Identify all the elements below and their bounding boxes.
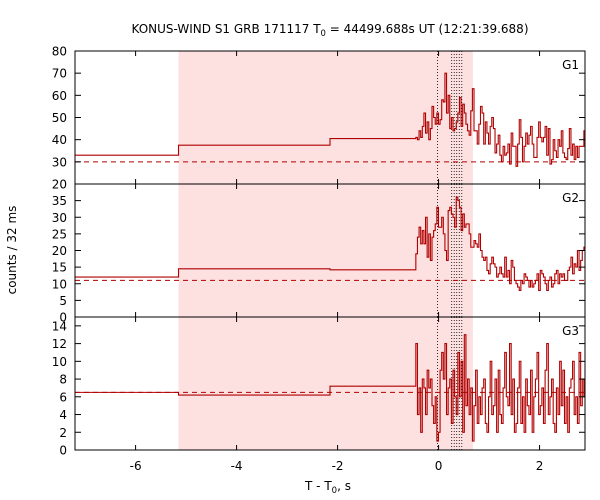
x-tick-label: 2 (536, 459, 544, 473)
y-tick-label: 14 (52, 319, 67, 333)
light-curve-g1 (75, 72, 585, 167)
panel-label: G1 (562, 58, 579, 72)
y-tick-label: 30 (52, 211, 67, 225)
y-tick-label: 80 (52, 45, 67, 59)
y-axis-label: counts / 32 ms (5, 206, 19, 295)
y-tick-label: 5 (59, 294, 67, 308)
panel-g3: 0 2 4 6 8 10 12 14 G3 (52, 316, 586, 458)
y-tick-label: 0 (59, 311, 67, 325)
y-tick-label: 25 (52, 227, 67, 241)
y-tick-label: 40 (52, 133, 67, 147)
x-tick-label: -6 (130, 459, 142, 473)
panel-label: G2 (562, 191, 579, 205)
panel-frame (74, 316, 586, 451)
y-tick-label: 70 (52, 67, 67, 81)
y-tick-label: 15 (52, 261, 67, 275)
chart-title: KONUS-WIND S1 GRB 171117 T0 = 44499.688s… (132, 22, 529, 39)
y-tick-label: 8 (59, 373, 67, 387)
x-tick-label: -2 (332, 459, 344, 473)
panel-g2: 0 5 10 15 20 25 30 35 G2 (52, 183, 586, 325)
y-tick-label: 35 (52, 194, 67, 208)
x-axis-label: T - T0, s (304, 479, 351, 496)
panel-g1: 20 30 40 50 60 70 80 G1 (52, 45, 586, 192)
y-tick-label: 50 (52, 111, 67, 125)
light-curve-g3 (75, 334, 585, 442)
y-tick-label: 30 (52, 155, 67, 169)
y-tick-label: 4 (59, 408, 67, 422)
x-tick-label: 0 (435, 459, 443, 473)
y-tick-label: 12 (52, 337, 67, 351)
y-tick-label: 6 (59, 390, 67, 404)
y-tick-label: 20 (52, 244, 67, 258)
y-tick-label: 20 (52, 178, 67, 192)
panel-label: G3 (562, 324, 579, 338)
light-curve-g2 (75, 196, 585, 291)
y-tick-label: 2 (59, 426, 67, 440)
y-tick-label: 10 (52, 355, 67, 369)
y-tick-label: 0 (59, 444, 67, 458)
y-tick-label: 10 (52, 277, 67, 291)
y-tick-label: 60 (52, 89, 67, 103)
x-tick-label: -4 (231, 459, 243, 473)
